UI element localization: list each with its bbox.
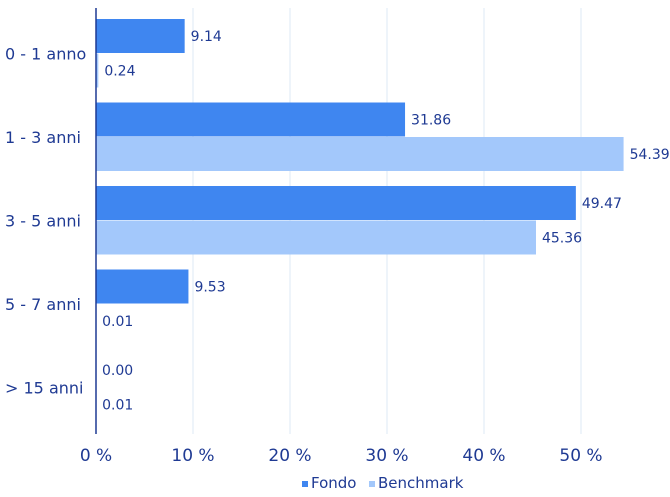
x-tick-label-50: 50 % xyxy=(559,446,602,466)
value-label-benchmark-0-1-anno: 0.24 xyxy=(104,64,135,80)
x-axis-tick-labels: 0 % 10 % 20 % 30 % 40 % 50 % xyxy=(80,446,603,466)
legend: Fondo Benchmark xyxy=(302,474,464,492)
legend-item-benchmark: Benchmark xyxy=(369,474,464,492)
x-tick-label-0: 0 % xyxy=(80,446,112,466)
bar-fondo-0-1-anno xyxy=(96,19,185,53)
bar-fondo-5-7-anni xyxy=(96,269,189,304)
value-label-fondo-5-7-anni: 9.53 xyxy=(194,280,225,296)
value-label-benchmark-1-3-anni: 54.39 xyxy=(630,147,670,163)
category-labels: 0 - 1 anno 1 - 3 anni 3 - 5 anni 5 - 7 anni… xyxy=(5,45,86,398)
legend-label-benchmark: Benchmark xyxy=(378,474,464,492)
bar-fondo-1-3-anni xyxy=(96,102,406,137)
value-labels: 9.14 0.24 31.86 54.39 49.47 45.36 9.53 0.01 0.00… xyxy=(102,29,670,414)
legend-item-fondo: Fondo xyxy=(302,474,356,492)
value-label-fondo-0-1-anno: 9.14 xyxy=(191,29,222,45)
legend-label-fondo: Fondo xyxy=(311,474,356,492)
category-label-15-anni: > 15 anni xyxy=(5,379,83,398)
bar-fondo-3-5-anni xyxy=(96,186,576,220)
bars xyxy=(96,19,624,422)
x-tick-label-10: 10 % xyxy=(171,446,214,466)
category-label-0-1-anno: 0 - 1 anno xyxy=(5,45,86,64)
value-label-benchmark-3-5-anni: 45.36 xyxy=(542,231,582,247)
value-label-fondo-15-anni: 0.00 xyxy=(102,363,133,379)
bar-benchmark-0-1-anno xyxy=(96,53,99,88)
legend-swatch-fondo xyxy=(302,481,308,487)
x-tick-label-40: 40 % xyxy=(462,446,505,466)
category-label-1-3-anni: 1 - 3 anni xyxy=(5,128,81,147)
x-tick-label-30: 30 % xyxy=(365,446,408,466)
value-label-fondo-1-3-anni: 31.86 xyxy=(411,113,451,129)
value-label-fondo-3-5-anni: 49.47 xyxy=(582,196,622,212)
category-label-3-5-anni: 3 - 5 anni xyxy=(5,212,81,231)
value-label-benchmark-5-7-anni: 0.01 xyxy=(102,314,133,330)
bar-benchmark-3-5-anni xyxy=(96,220,536,255)
x-tick-label-20: 20 % xyxy=(268,446,311,466)
legend-swatch-benchmark xyxy=(369,481,375,487)
value-label-benchmark-15-anni: 0.01 xyxy=(102,398,133,414)
bar-benchmark-1-3-anni xyxy=(96,137,624,171)
category-label-5-7-anni: 5 - 7 anni xyxy=(5,295,81,314)
